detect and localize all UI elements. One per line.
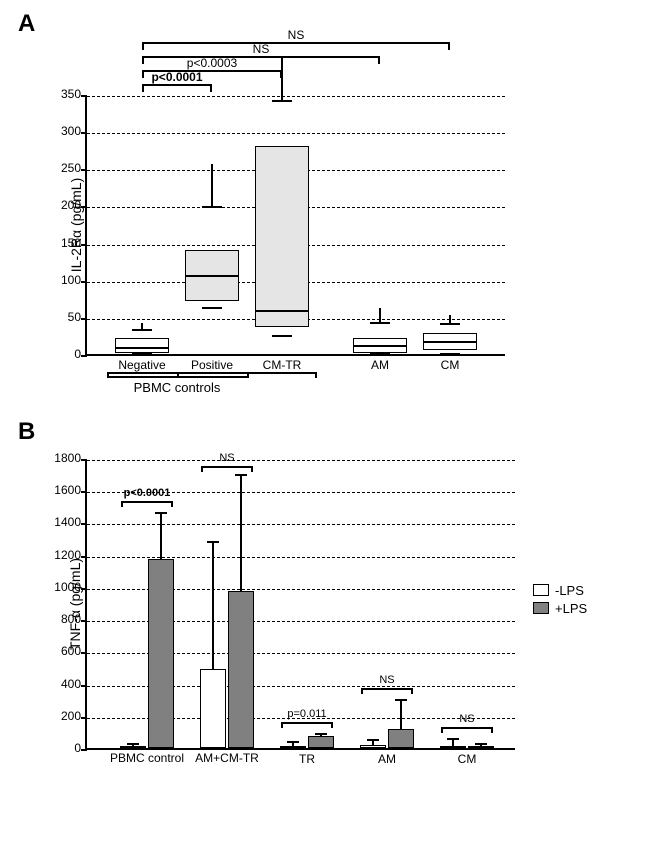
box [423, 333, 477, 349]
boxplot-category: AM [345, 94, 415, 354]
legend-item-minus: -LPS [533, 583, 587, 598]
ytick-label: 1400 [54, 515, 87, 529]
significance-label: NS [288, 28, 305, 42]
significance-bracket [142, 84, 212, 92]
ytick-label: 1200 [54, 548, 87, 562]
significance-bracket [441, 727, 493, 733]
bar-group: AM [347, 458, 427, 748]
category-label: Positive [177, 354, 247, 372]
legend-item-plus: +LPS [533, 601, 587, 616]
legend-swatch-filled [533, 602, 549, 614]
bar-group: TR [267, 458, 347, 748]
category-label: CM [415, 354, 485, 372]
significance-bracket [201, 466, 253, 472]
significance-label: p=0.011 [287, 708, 326, 720]
ytick-label: 1600 [54, 483, 87, 497]
ytick-label: 200 [61, 198, 87, 212]
box [353, 338, 407, 353]
panel-a-chart: IL-2Rα (pg/mL) 050100150200250300350Nega… [85, 96, 640, 356]
ytick-label: 0 [74, 347, 87, 361]
bar-minus [200, 669, 226, 748]
ytick-label: 200 [61, 709, 87, 723]
bar-group: CM [427, 458, 507, 748]
bar-group: AM+CM-TR [187, 458, 267, 748]
category-label: AM+CM-TR [187, 748, 267, 765]
legend-label-minus: -LPS [555, 583, 584, 598]
significance-label: NS [379, 674, 394, 686]
ytick-label: 350 [61, 87, 87, 101]
ytick-label: 150 [61, 236, 87, 250]
category-label: CM-TR [247, 354, 317, 372]
boxplot-category: CM-TR [247, 94, 317, 354]
box [115, 338, 169, 353]
legend-swatch-empty [533, 584, 549, 596]
bar-plus [308, 736, 334, 748]
significance-bracket [142, 42, 450, 50]
significance-bracket [142, 56, 380, 64]
category-label: PBMC control [107, 748, 187, 765]
panel-a-ylabel: IL-2Rα (pg/mL) [68, 178, 84, 272]
ytick-label: 1000 [54, 580, 87, 594]
boxplot-category: Negative [107, 94, 177, 354]
box [255, 146, 309, 327]
ytick-label: 300 [61, 124, 87, 138]
boxplot-category: Positive [177, 94, 247, 354]
category-label: AM [347, 748, 427, 766]
significance-label: NS [459, 713, 474, 725]
category-label: CM [427, 748, 507, 766]
ytick-label: 600 [61, 644, 87, 658]
category-label: AM [345, 354, 415, 372]
significance-bracket [142, 70, 282, 78]
significance-bracket [121, 501, 173, 507]
ytick-label: 250 [61, 161, 87, 175]
ytick-label: 100 [61, 273, 87, 287]
box [185, 250, 239, 301]
significance-label: NS [219, 452, 234, 464]
category-label: TR [267, 748, 347, 766]
legend: -LPS +LPS [533, 580, 587, 619]
bar-plus [228, 591, 254, 748]
pbmc-group-label: PBMC controls [107, 380, 247, 395]
bar-plus [388, 729, 414, 748]
significance-label: p<0.0001 [124, 487, 171, 499]
panel-b-chart: TNF-α (pg/mL) 02004006008001000120014001… [85, 448, 515, 750]
ytick-label: 0 [74, 741, 87, 755]
significance-bracket [361, 688, 413, 694]
panel-a-label: A [18, 10, 640, 38]
boxplot-category: CM [415, 94, 485, 354]
category-label: Negative [107, 354, 177, 372]
bar-plus [148, 559, 174, 748]
legend-label-plus: +LPS [555, 601, 587, 616]
ytick-label: 400 [61, 677, 87, 691]
ytick-label: 800 [61, 612, 87, 626]
ytick-label: 1800 [54, 451, 87, 465]
ytick-label: 50 [68, 310, 87, 324]
panel-b-ylabel: TNF-α (pg/mL) [67, 558, 83, 650]
significance-bracket [281, 722, 333, 728]
panel-b-label: B [18, 418, 640, 446]
